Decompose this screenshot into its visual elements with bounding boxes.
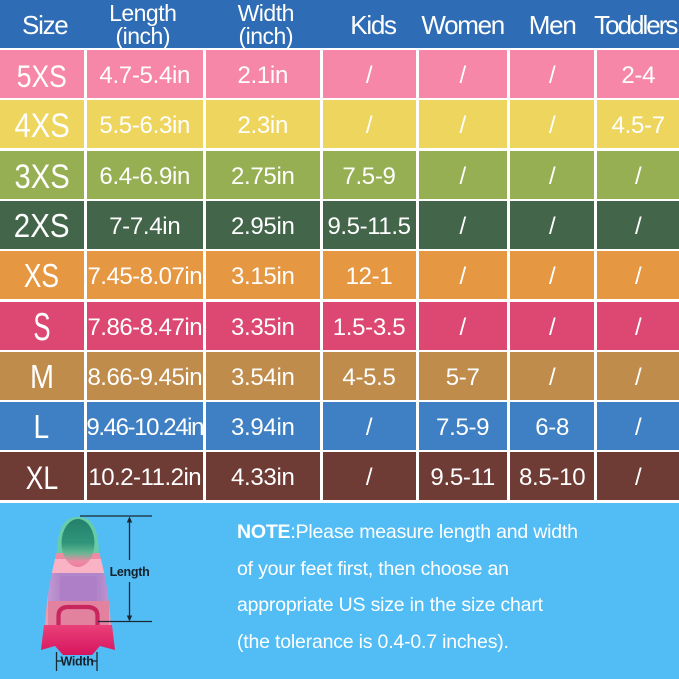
svg-text:Width: Width	[60, 655, 93, 669]
svg-text:Length: Length	[110, 565, 150, 579]
